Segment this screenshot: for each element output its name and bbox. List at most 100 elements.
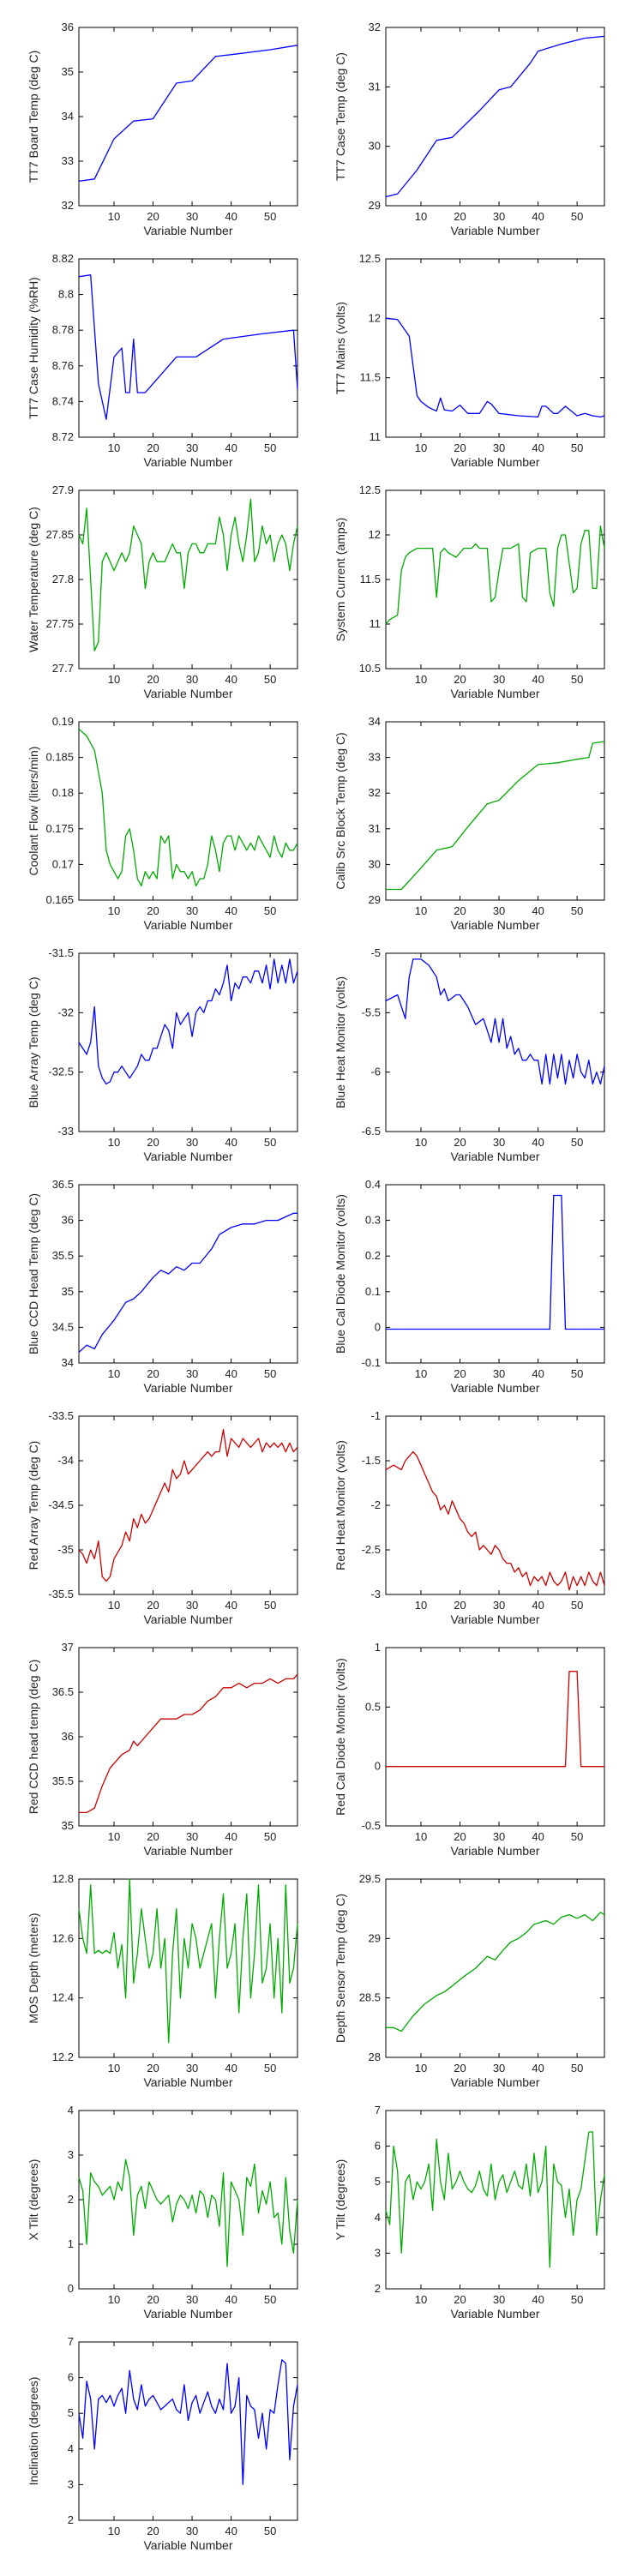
x-tick-label: 20 bbox=[454, 2293, 466, 2306]
y-tick-label: 1 bbox=[68, 2237, 74, 2250]
y-tick-label: 10.5 bbox=[359, 662, 381, 675]
y-tick-label: 36.5 bbox=[52, 1685, 74, 1698]
y-tick-label: 34 bbox=[369, 715, 381, 728]
x-axis-label: Variable Number bbox=[143, 455, 232, 469]
x-axis-label: Variable Number bbox=[450, 1150, 539, 1163]
y-tick-label: -32.5 bbox=[48, 1066, 74, 1078]
x-tick-label: 50 bbox=[571, 2062, 583, 2075]
y-axis-label: Blue Array Temp (deg C) bbox=[27, 976, 40, 1108]
x-tick-label: 10 bbox=[415, 1599, 427, 1612]
x-axis-label: Variable Number bbox=[450, 687, 539, 700]
y-tick-label: 27.85 bbox=[45, 528, 74, 541]
x-tick-label: 30 bbox=[186, 2525, 198, 2537]
y-tick-label: 11.5 bbox=[360, 573, 381, 585]
chart-13: -35.5 -35 -34.5 -34 -33.5 10 20 30 40 50 Variable … bbox=[27, 1409, 298, 1626]
x-tick-label: 50 bbox=[264, 2293, 276, 2306]
x-tick-label: 40 bbox=[225, 1830, 237, 1843]
x-tick-label: 50 bbox=[571, 1367, 583, 1380]
y-tick-label: 0.2 bbox=[365, 1249, 381, 1262]
x-tick-label: 40 bbox=[225, 904, 237, 917]
x-tick-label: 40 bbox=[532, 2293, 544, 2306]
y-tick-label: 0.175 bbox=[45, 822, 74, 835]
x-tick-label: 10 bbox=[108, 1830, 120, 1843]
x-tick-label: 40 bbox=[225, 210, 237, 223]
y-tick-label: 35.5 bbox=[52, 1249, 74, 1262]
plot-frame bbox=[385, 2110, 605, 2290]
x-tick-label: 20 bbox=[454, 441, 466, 454]
plot-frame bbox=[385, 952, 605, 1132]
y-tick-label: 34 bbox=[62, 110, 74, 123]
y-tick-label: 8.74 bbox=[52, 394, 74, 407]
x-tick-label: 20 bbox=[147, 2293, 159, 2306]
x-tick-label: 30 bbox=[493, 2293, 505, 2306]
x-axis-label: Variable Number bbox=[143, 1381, 232, 1395]
x-axis-label: Variable Number bbox=[143, 2075, 232, 2089]
series-line bbox=[385, 2131, 605, 2268]
x-axis-label: Variable Number bbox=[450, 1612, 539, 1626]
plot-frame bbox=[385, 1184, 605, 1364]
y-tick-label: 12.8 bbox=[52, 1872, 74, 1885]
y-tick-label: 29 bbox=[369, 893, 381, 906]
x-tick-label: 40 bbox=[532, 441, 544, 454]
y-tick-label: 0 bbox=[375, 1320, 381, 1333]
x-tick-label: 50 bbox=[571, 210, 583, 223]
x-tick-label: 50 bbox=[571, 904, 583, 917]
series-line bbox=[78, 498, 298, 652]
chart-2: 29 30 31 32 10 20 30 40 50 Variable Number TT7 Cas… bbox=[334, 21, 605, 237]
plot-frame bbox=[78, 1878, 298, 2058]
x-tick-label: 20 bbox=[454, 1136, 466, 1149]
y-tick-label: 3 bbox=[68, 2477, 74, 2490]
x-tick-label: 10 bbox=[108, 2062, 120, 2075]
x-tick-label: 10 bbox=[415, 1136, 427, 1149]
y-tick-label: 0.185 bbox=[45, 751, 74, 764]
x-tick-label: 50 bbox=[264, 1830, 276, 1843]
y-tick-label: 36 bbox=[62, 21, 74, 33]
x-tick-label: 50 bbox=[264, 441, 276, 454]
y-tick-label: 0 bbox=[375, 1760, 381, 1773]
y-tick-label: 31 bbox=[369, 822, 381, 835]
y-axis-label: Red CCD head temp (deg C) bbox=[27, 1660, 40, 1815]
y-tick-label: -34.5 bbox=[48, 1498, 74, 1511]
y-axis-label: TT7 Case Humidity (%RH) bbox=[27, 277, 40, 419]
chart-10: -6.5 -6 -5.5 -5 10 20 30 40 50 Variable Number Blu… bbox=[334, 946, 605, 1163]
chart-19: 0 1 2 3 4 10 20 30 40 50 Variable Number X Tilt (de… bbox=[27, 2104, 298, 2321]
y-tick-label: 11 bbox=[370, 617, 382, 630]
y-tick-label: 28.5 bbox=[359, 1991, 381, 2004]
x-tick-label: 50 bbox=[571, 441, 583, 454]
x-tick-label: 10 bbox=[108, 2293, 120, 2306]
y-tick-label: 0.18 bbox=[52, 786, 74, 799]
x-tick-label: 30 bbox=[186, 2293, 198, 2306]
y-tick-label: 35.5 bbox=[52, 1774, 74, 1787]
plot-frame bbox=[78, 2341, 298, 2521]
y-tick-label: 34.5 bbox=[52, 1320, 74, 1333]
y-axis-label: Water Temperature (deg C) bbox=[27, 507, 40, 652]
y-tick-label: 2 bbox=[68, 2513, 74, 2526]
y-tick-label: 8.82 bbox=[52, 252, 74, 265]
series-line bbox=[385, 317, 605, 418]
x-tick-label: 10 bbox=[415, 904, 427, 917]
chart-3: 8.72 8.74 8.76 8.78 8.8 8.82 10 20 30 40 50 Variabl… bbox=[27, 252, 298, 469]
x-axis-label: Variable Number bbox=[450, 2075, 539, 2089]
x-tick-label: 30 bbox=[493, 441, 505, 454]
y-tick-label: 11 bbox=[370, 430, 382, 443]
y-axis-label: Blue CCD Head Temp (deg C) bbox=[27, 1193, 40, 1354]
y-tick-label: 12.2 bbox=[52, 2051, 74, 2063]
y-tick-label: -33 bbox=[57, 1125, 74, 1138]
chart-11: 34 34.5 35 35.5 36 36.5 10 20 30 40 50 Variable Num… bbox=[27, 1178, 298, 1395]
x-tick-label: 50 bbox=[264, 2525, 276, 2537]
x-tick-label: 10 bbox=[108, 1136, 120, 1149]
x-tick-label: 30 bbox=[493, 2062, 505, 2075]
y-tick-label: -33.5 bbox=[48, 1409, 74, 1422]
x-tick-label: 10 bbox=[108, 441, 120, 454]
x-tick-label: 30 bbox=[493, 673, 505, 686]
x-tick-label: 40 bbox=[225, 1599, 237, 1612]
y-tick-label: 2 bbox=[68, 2193, 74, 2206]
y-tick-label: 32 bbox=[369, 21, 381, 33]
x-axis-label: Variable Number bbox=[143, 1844, 232, 1858]
y-tick-label: 32 bbox=[62, 199, 74, 212]
x-axis-label: Variable Number bbox=[143, 2538, 232, 2552]
x-axis-label: Variable Number bbox=[450, 1844, 539, 1858]
plot-frame bbox=[78, 1647, 298, 1827]
y-tick-label: -32 bbox=[57, 1006, 74, 1018]
